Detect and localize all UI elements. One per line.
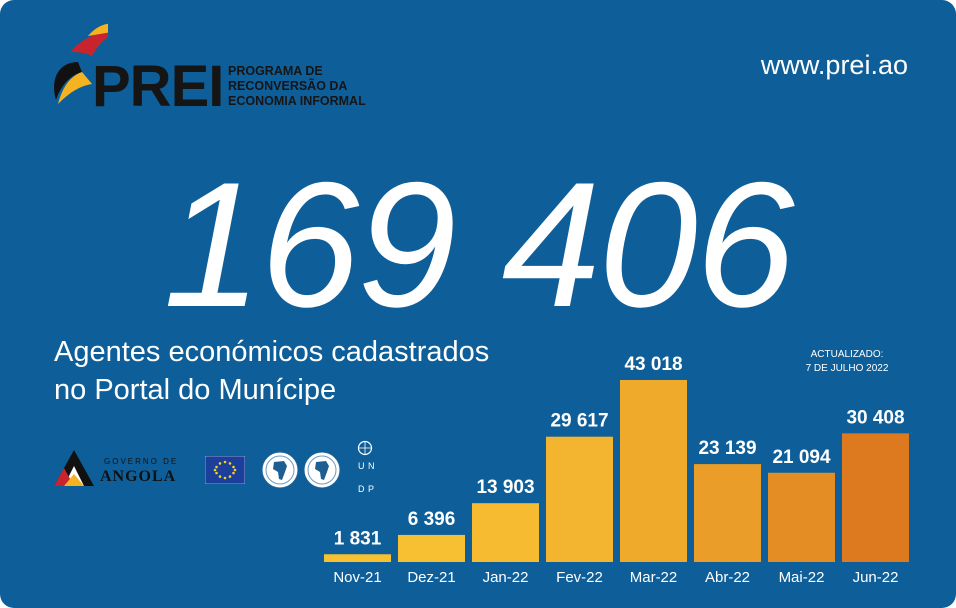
angola-emblem-icon — [54, 450, 94, 486]
category-label: Mai-22 — [779, 569, 825, 586]
african-union-emblem-icon — [260, 450, 300, 490]
undp-letter: P — [368, 484, 374, 494]
bar-abr-22 — [694, 464, 761, 562]
eu-flag-icon — [204, 455, 246, 485]
category-label: Mar-22 — [630, 569, 678, 586]
gov-text-bottom: ANGOLA — [100, 468, 177, 485]
category-label: Dez-21 — [407, 569, 455, 586]
undp-logo: U N D P — [350, 440, 380, 500]
prei-subtitle: PROGRAMA DE RECONVERSÃO DA ECONOMIA INFO… — [228, 64, 398, 109]
bar-fev-22 — [546, 436, 613, 562]
undp-letter: D — [358, 484, 365, 494]
website-link[interactable]: www.prei.ao — [760, 50, 908, 80]
undp-letter: U — [358, 461, 365, 471]
undp-letter: N — [368, 461, 375, 471]
bar-mai-22 — [768, 472, 835, 562]
partner-logos: GOVERNO DE ANGOLA — [50, 440, 390, 500]
caption-line: no Portal do Munícipe — [54, 374, 337, 406]
bar-nov-21 — [324, 554, 391, 562]
prei-subtitle-line: RECONVERSÃO DA — [228, 79, 348, 93]
updated-note: ACTUALIZADO: 7 DE JULHO 2022 — [770, 348, 924, 376]
bar-value-label: 13 903 — [476, 477, 534, 498]
updated-label: ACTUALIZADO: — [810, 349, 884, 360]
category-label: Fev-22 — [556, 569, 603, 586]
bar-value-label: 21 094 — [772, 447, 831, 468]
african-development-emblem-icon — [302, 450, 342, 490]
bar-value-label: 30 408 — [846, 407, 904, 428]
gov-text-top: GOVERNO DE — [104, 457, 179, 466]
bar-value-label: 23 139 — [698, 438, 756, 459]
bar-jun-22 — [842, 433, 909, 562]
category-label: Abr-22 — [705, 569, 750, 586]
category-label: Nov-21 — [333, 569, 381, 586]
governo-angola-logo: GOVERNO DE ANGOLA — [50, 446, 195, 488]
bar-mar-22 — [620, 380, 687, 562]
prei-subtitle-line: PROGRAMA DE — [228, 64, 323, 78]
bar-dez-21 — [398, 534, 465, 562]
bar-jan-22 — [472, 503, 539, 562]
bar-value-label: 6 396 — [408, 509, 456, 530]
prei-wordmark: PREI — [92, 54, 224, 119]
prei-subtitle-line: ECONOMIA INFORMAL — [228, 94, 366, 108]
prei-logo: PREI PROGRAMA DE RECONVERSÃO DA ECONOMIA… — [48, 22, 388, 117]
headline-caption: Agentes económicos cadastrados no Portal… — [54, 333, 489, 409]
bar-value-label: 29 617 — [550, 411, 608, 432]
caption-line: Agentes económicos cadastrados — [54, 336, 490, 368]
updated-date: 7 DE JULHO 2022 — [805, 363, 889, 374]
category-label: Jun-22 — [853, 569, 899, 586]
bar-value-label: 43 018 — [624, 354, 682, 375]
category-label: Jan-22 — [483, 569, 529, 586]
bar-value-label: 1 831 — [334, 528, 382, 549]
total-registered-number: 169 406 — [163, 145, 794, 344]
prei-emblem-icon — [54, 23, 108, 104]
